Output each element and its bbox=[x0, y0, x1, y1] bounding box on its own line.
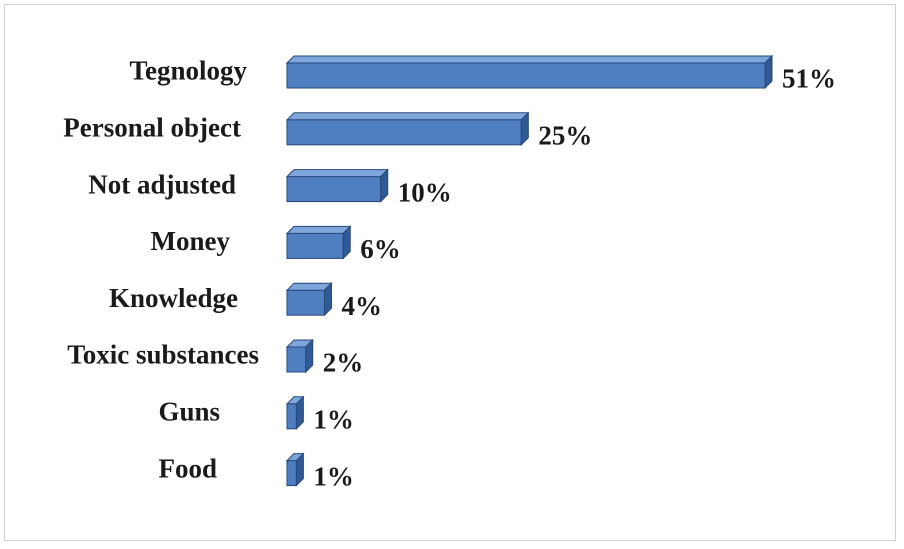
value-label-tegnology: 51% bbox=[782, 64, 836, 94]
bar-side-toxic-substances bbox=[305, 338, 314, 374]
bar-side-money bbox=[342, 225, 351, 260]
bar-side-knowledge bbox=[323, 281, 332, 317]
bar-not-adjusted bbox=[285, 168, 389, 203]
bar-knowledge bbox=[285, 281, 333, 317]
bar-side-personal-object bbox=[520, 111, 529, 147]
bar-tegnology bbox=[285, 54, 774, 90]
bar-front-money bbox=[286, 232, 344, 259]
category-label-knowledge: Knowledge bbox=[109, 283, 238, 313]
value-label-money: 6% bbox=[360, 234, 401, 264]
category-label-guns: Guns bbox=[158, 397, 220, 427]
value-label-knowledge: 4% bbox=[341, 291, 382, 321]
category-label-food: Food bbox=[158, 453, 217, 483]
bar-top-knowledge bbox=[285, 282, 333, 291]
bar-top-not-adjusted bbox=[285, 169, 389, 178]
bar-front-tegnology bbox=[286, 62, 766, 89]
bar-top-personal-object bbox=[285, 112, 530, 121]
bar-money bbox=[285, 225, 352, 260]
category-label-not-adjusted: Not adjusted bbox=[88, 169, 236, 199]
bar-front-toxic-substances bbox=[286, 346, 307, 373]
chart-frame bbox=[4, 4, 896, 541]
bar-front-personal-object bbox=[286, 119, 522, 146]
value-label-not-adjusted: 10% bbox=[398, 177, 452, 207]
bar-side-tegnology bbox=[764, 54, 773, 90]
category-label-personal-object: Personal object bbox=[63, 113, 241, 143]
value-label-toxic-substances: 2% bbox=[323, 348, 364, 378]
category-label-tegnology: Tegnology bbox=[129, 56, 247, 86]
bar-personal-object bbox=[285, 111, 530, 147]
category-label-money: Money bbox=[151, 226, 231, 256]
bar-guns bbox=[285, 395, 305, 431]
bar-side-guns bbox=[295, 395, 304, 431]
bar-front-guns bbox=[286, 403, 297, 430]
value-labels: 51% 25% 10% 6% 4% 2% 1% 1% bbox=[313, 64, 836, 492]
bar-top-money bbox=[285, 225, 352, 234]
bar-side-food bbox=[295, 452, 304, 487]
value-label-food: 1% bbox=[313, 461, 354, 491]
value-label-guns: 1% bbox=[313, 405, 354, 435]
bar-food bbox=[285, 452, 305, 487]
bar-side-not-adjusted bbox=[380, 168, 389, 203]
bars-group bbox=[285, 54, 774, 487]
category-label-toxic-substances: Toxic substances bbox=[67, 340, 259, 370]
bar-front-not-adjusted bbox=[286, 176, 382, 203]
bar-front-food bbox=[286, 460, 297, 487]
value-label-personal-object: 25% bbox=[538, 121, 592, 151]
bar-toxic-substances bbox=[285, 338, 314, 374]
bar-top-tegnology bbox=[285, 55, 774, 64]
category-labels: Tegnology Personal object Not adjusted Mone… bbox=[63, 56, 259, 484]
bar-front-knowledge bbox=[286, 289, 325, 316]
